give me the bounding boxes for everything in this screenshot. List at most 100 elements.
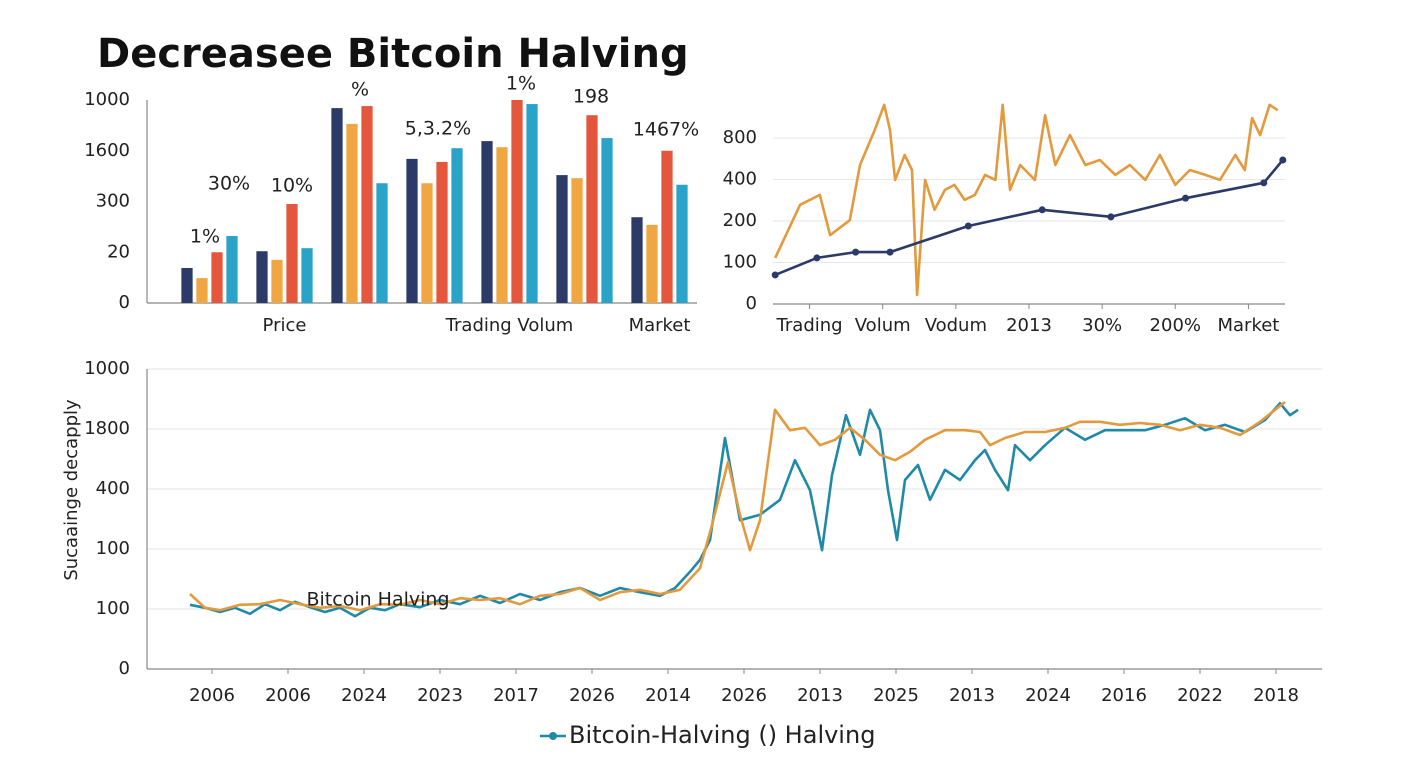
x-tick-label: 2026 bbox=[569, 685, 615, 706]
y-tick-label: 100 bbox=[723, 252, 757, 273]
y-tick-label: 400 bbox=[96, 478, 130, 499]
x-tick-label: Price bbox=[263, 315, 307, 336]
x-tick-label: 2023 bbox=[417, 685, 463, 706]
x-tick-label: 2013 bbox=[1006, 315, 1052, 336]
x-tick-label: 2013 bbox=[797, 685, 843, 706]
series-line bbox=[189, 401, 1299, 618]
bar bbox=[421, 183, 433, 303]
bar bbox=[226, 236, 238, 303]
bar bbox=[676, 184, 688, 303]
x-tick-label: Market bbox=[1217, 315, 1279, 336]
bar bbox=[196, 278, 208, 303]
y-tick-label: 0 bbox=[119, 292, 130, 313]
bar bbox=[571, 178, 583, 303]
point bbox=[813, 254, 821, 262]
y-tick-label: 800 bbox=[723, 127, 757, 148]
annotation: 1% bbox=[190, 226, 220, 248]
bar bbox=[211, 252, 223, 303]
bar bbox=[631, 217, 643, 303]
x-tick-label: 2014 bbox=[645, 685, 691, 706]
point bbox=[771, 271, 779, 279]
y-tick-label: 100 bbox=[96, 538, 130, 559]
y-tick-label: 0 bbox=[746, 293, 757, 314]
y-axis-label: Sucaainge decapply bbox=[61, 399, 82, 581]
bar bbox=[331, 108, 343, 304]
y-tick-label: 1000 bbox=[84, 358, 130, 379]
bar bbox=[496, 147, 508, 303]
x-tick-label: 2022 bbox=[1177, 685, 1223, 706]
point bbox=[852, 248, 860, 256]
point bbox=[1107, 213, 1115, 221]
x-tick-label: 2025 bbox=[873, 685, 919, 706]
y-tick-label: 1800 bbox=[84, 418, 130, 439]
point bbox=[964, 222, 972, 230]
y-tick-label: 1000 bbox=[84, 89, 130, 110]
y-tick-label: 100 bbox=[96, 598, 130, 619]
bar bbox=[376, 183, 388, 303]
y-tick-label: 20 bbox=[107, 241, 130, 262]
annotation: 198 bbox=[573, 86, 609, 108]
legend-marker bbox=[549, 732, 557, 740]
chart-panel: 0 20 300 1600 1000 Price Trading Volum Market 1%… bbox=[84, 73, 699, 337]
series-line bbox=[774, 103, 1279, 297]
point bbox=[1279, 156, 1287, 164]
x-tick-label: Volum bbox=[855, 315, 911, 336]
annotation: 1467% bbox=[633, 119, 699, 141]
annotation: Bitcoin Halving bbox=[306, 589, 449, 611]
x-tick-label: Trading Volum bbox=[445, 315, 574, 336]
annotation: 30% bbox=[208, 173, 250, 195]
bar bbox=[481, 141, 493, 303]
x-tick-label: 2006 bbox=[189, 685, 235, 706]
annotation: % bbox=[351, 79, 369, 101]
annotation: 5,3.2% bbox=[405, 118, 471, 140]
x-tick-label: 2018 bbox=[1253, 685, 1299, 706]
bar bbox=[661, 150, 673, 303]
y-tick-label: 300 bbox=[96, 191, 130, 212]
x-tick-label: 2016 bbox=[1101, 685, 1147, 706]
y-tick-label: 400 bbox=[723, 169, 757, 190]
x-tick-label: 30% bbox=[1082, 315, 1122, 336]
bar bbox=[526, 104, 538, 303]
bar bbox=[646, 224, 658, 303]
x-tick-label: 2013 bbox=[949, 685, 995, 706]
bar bbox=[271, 259, 283, 303]
x-tick-label: Market bbox=[629, 315, 691, 336]
bar bbox=[301, 248, 313, 303]
series-line bbox=[774, 159, 1284, 277]
bar bbox=[181, 267, 193, 303]
page-title: Decreasee Bitcoin Halving bbox=[97, 31, 689, 77]
bar bbox=[511, 100, 523, 303]
point bbox=[1038, 206, 1046, 214]
x-tick-label: Trading bbox=[776, 315, 843, 336]
bar bbox=[436, 161, 448, 303]
x-tick-label: 200% bbox=[1150, 315, 1201, 336]
x-tick-label: 2024 bbox=[341, 685, 387, 706]
point bbox=[886, 248, 894, 256]
bar bbox=[556, 175, 568, 303]
bar bbox=[586, 115, 598, 303]
x-tick-label: 2017 bbox=[493, 685, 539, 706]
point bbox=[1182, 194, 1190, 202]
legend-label: Bitcoin-Halving () Halving bbox=[569, 721, 875, 749]
annotation: 10% bbox=[271, 175, 313, 197]
chart-panel: 0 100 200 400 800 Trading Volum Vodum 2013 30% 200… bbox=[723, 103, 1287, 336]
x-tick-label: 2026 bbox=[721, 685, 767, 706]
bar bbox=[451, 148, 463, 303]
chart-panel: 0 100 100 400 1800 1000 2006 2006 2024 2023 2017 20… bbox=[61, 358, 1322, 749]
bar bbox=[406, 158, 418, 303]
series-line bbox=[189, 400, 1286, 612]
bar bbox=[361, 106, 373, 303]
bar bbox=[256, 251, 268, 303]
y-tick-label: 200 bbox=[723, 210, 757, 231]
annotation: 1% bbox=[506, 73, 536, 95]
y-tick-label: 0 bbox=[119, 658, 130, 679]
bar bbox=[286, 204, 298, 303]
bar bbox=[601, 138, 613, 303]
y-tick-label: 1600 bbox=[84, 140, 130, 161]
x-tick-label: Vodum bbox=[925, 315, 987, 336]
point bbox=[1260, 179, 1268, 187]
bar bbox=[346, 123, 358, 303]
x-tick-label: 2024 bbox=[1025, 685, 1071, 706]
